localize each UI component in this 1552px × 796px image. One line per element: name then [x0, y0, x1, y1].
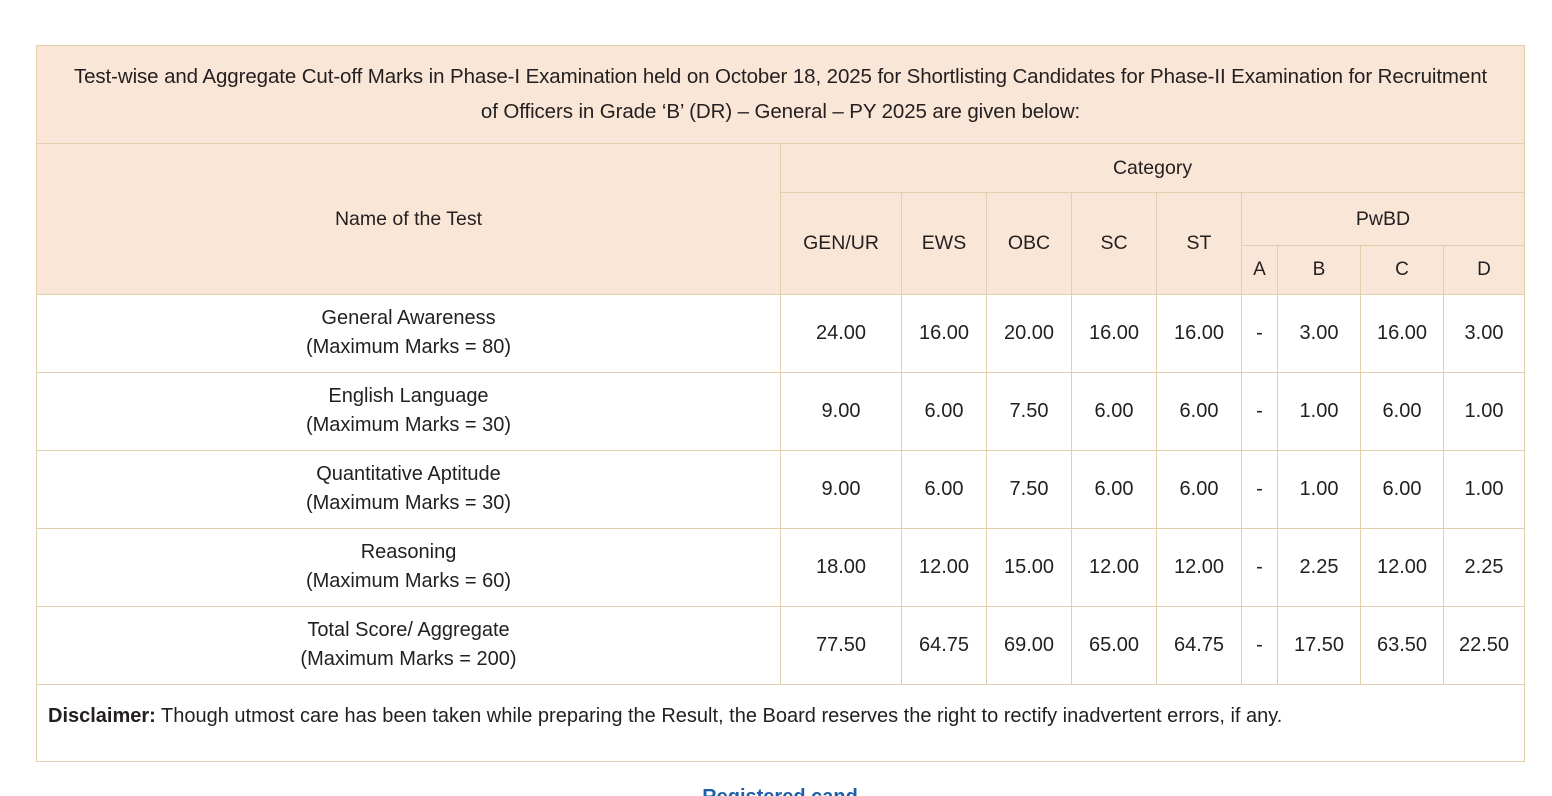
table-row: Total Score/ Aggregate (Maximum Marks = …: [36, 606, 1526, 685]
row-test-name: Total Score/ Aggregate (Maximum Marks = …: [36, 606, 781, 685]
cell-obc: 7.50: [986, 372, 1072, 451]
row-test-name: English Language (Maximum Marks = 30): [36, 372, 781, 451]
cell-sc: 16.00: [1071, 294, 1157, 373]
cell-obc: 7.50: [986, 450, 1072, 529]
cell-sc: 65.00: [1071, 606, 1157, 685]
cell-sc: 6.00: [1071, 450, 1157, 529]
row-test-name: General Awareness (Maximum Marks = 80): [36, 294, 781, 373]
table-row: General Awareness (Maximum Marks = 80) 2…: [36, 294, 1526, 373]
cell-pwbd-c: 6.00: [1360, 372, 1444, 451]
cell-pwbd-b: 17.50: [1277, 606, 1361, 685]
header-row-subcategories: GEN/UR EWS OBC SC ST PwBD: [37, 192, 1526, 295]
cell-pwbd-a: -: [1241, 606, 1278, 685]
cell-obc: 20.00: [986, 294, 1072, 373]
cutoff-document: Test-wise and Aggregate Cut-off Marks in…: [35, 45, 1526, 762]
cell-st: 16.00: [1156, 294, 1242, 373]
header-row-category: Name of the Test Category: [36, 143, 1526, 295]
table-title: Test-wise and Aggregate Cut-off Marks in…: [35, 45, 1526, 144]
cell-pwbd-b: 3.00: [1277, 294, 1361, 373]
header-pwbd-d: D: [1442, 245, 1526, 295]
cell-ews: 6.00: [901, 450, 987, 529]
cell-st: 6.00: [1156, 450, 1242, 529]
cell-pwbd-d: 3.00: [1442, 294, 1526, 373]
cell-pwbd-a: -: [1241, 294, 1278, 373]
header-category-st: ST: [1156, 192, 1242, 295]
cell-gen-ur: 18.00: [780, 528, 902, 607]
cell-gen-ur: 9.00: [780, 450, 902, 529]
table-row: Reasoning (Maximum Marks = 60) 18.00 12.…: [36, 528, 1526, 607]
header-category: Category: [779, 143, 1526, 193]
cell-ews: 12.00: [901, 528, 987, 607]
disclaimer-row: Disclaimer: Though utmost care has been …: [35, 684, 1526, 762]
header-pwbd-b: B: [1277, 245, 1361, 295]
cell-obc: 15.00: [986, 528, 1072, 607]
bottom-link-strip: Registered cand: [36, 784, 1524, 796]
title-row: Test-wise and Aggregate Cut-off Marks in…: [35, 45, 1526, 144]
cell-st: 6.00: [1156, 372, 1242, 451]
header-category-ews: EWS: [901, 192, 987, 295]
row-test-name: Reasoning (Maximum Marks = 60): [36, 528, 781, 607]
cell-pwbd-c: 16.00: [1360, 294, 1444, 373]
cell-pwbd-d: 1.00: [1442, 372, 1526, 451]
test-max-marks-label: (Maximum Marks = 30): [305, 492, 512, 514]
disclaimer: Disclaimer: Though utmost care has been …: [35, 684, 1526, 762]
cell-pwbd-c: 6.00: [1360, 450, 1444, 529]
cell-pwbd-b: 1.00: [1277, 450, 1361, 529]
header-category-obc: OBC: [986, 192, 1072, 295]
test-name-label: Quantitative Aptitude: [316, 463, 501, 485]
header-pwbd-a: A: [1241, 245, 1278, 295]
cell-pwbd-a: -: [1241, 450, 1278, 529]
table-row: English Language (Maximum Marks = 30) 9.…: [36, 372, 1526, 451]
cell-gen-ur: 24.00: [780, 294, 902, 373]
test-max-marks-label: (Maximum Marks = 80): [305, 336, 512, 358]
cell-pwbd-c: 63.50: [1360, 606, 1444, 685]
cell-st: 64.75: [1156, 606, 1242, 685]
cell-pwbd-c: 12.00: [1360, 528, 1444, 607]
cell-pwbd-b: 1.00: [1277, 372, 1361, 451]
cell-sc: 12.00: [1071, 528, 1157, 607]
test-max-marks-label: (Maximum Marks = 200): [300, 648, 517, 670]
cell-sc: 6.00: [1071, 372, 1157, 451]
cell-pwbd-b: 2.25: [1277, 528, 1361, 607]
cell-pwbd-a: -: [1241, 528, 1278, 607]
title-line-2: for Phase-II Examination for Recruitment…: [480, 65, 1488, 123]
disclaimer-text: Though utmost care has been taken while …: [155, 705, 1283, 727]
cell-pwbd-d: 2.25: [1442, 528, 1526, 607]
cell-st: 12.00: [1156, 528, 1242, 607]
test-name-label: General Awareness: [321, 307, 496, 329]
cell-pwbd-a: -: [1241, 372, 1278, 451]
cell-gen-ur: 77.50: [780, 606, 902, 685]
cell-ews: 6.00: [901, 372, 987, 451]
header-category-sc: SC: [1071, 192, 1157, 295]
test-max-marks-label: (Maximum Marks = 60): [305, 570, 512, 592]
title-line-1: Test-wise and Aggregate Cut-off Marks in…: [73, 65, 1116, 88]
disclaimer-label: Disclaimer:: [48, 705, 156, 727]
cutoff-marks-table: Test-wise and Aggregate Cut-off Marks in…: [35, 45, 1526, 762]
header-category-gen-ur: GEN/UR: [780, 192, 902, 295]
header-pwbd: PwBD: [1240, 192, 1526, 246]
cell-pwbd-d: 22.50: [1442, 606, 1526, 685]
header-name-of-test: Name of the Test: [36, 143, 781, 295]
test-max-marks-label: (Maximum Marks = 30): [305, 414, 512, 436]
test-name-label: Total Score/ Aggregate: [307, 619, 510, 641]
row-test-name: Quantitative Aptitude (Maximum Marks = 3…: [36, 450, 781, 529]
cell-ews: 64.75: [901, 606, 987, 685]
test-name-label: English Language: [328, 385, 489, 407]
cell-pwbd-d: 1.00: [1442, 450, 1526, 529]
table-row: Quantitative Aptitude (Maximum Marks = 3…: [36, 450, 1526, 529]
cell-gen-ur: 9.00: [780, 372, 902, 451]
header-pwbd-c: C: [1360, 245, 1444, 295]
cell-obc: 69.00: [986, 606, 1072, 685]
registered-candidates-link[interactable]: Registered cand: [36, 784, 1524, 796]
test-name-label: Reasoning: [360, 541, 457, 563]
cell-ews: 16.00: [901, 294, 987, 373]
